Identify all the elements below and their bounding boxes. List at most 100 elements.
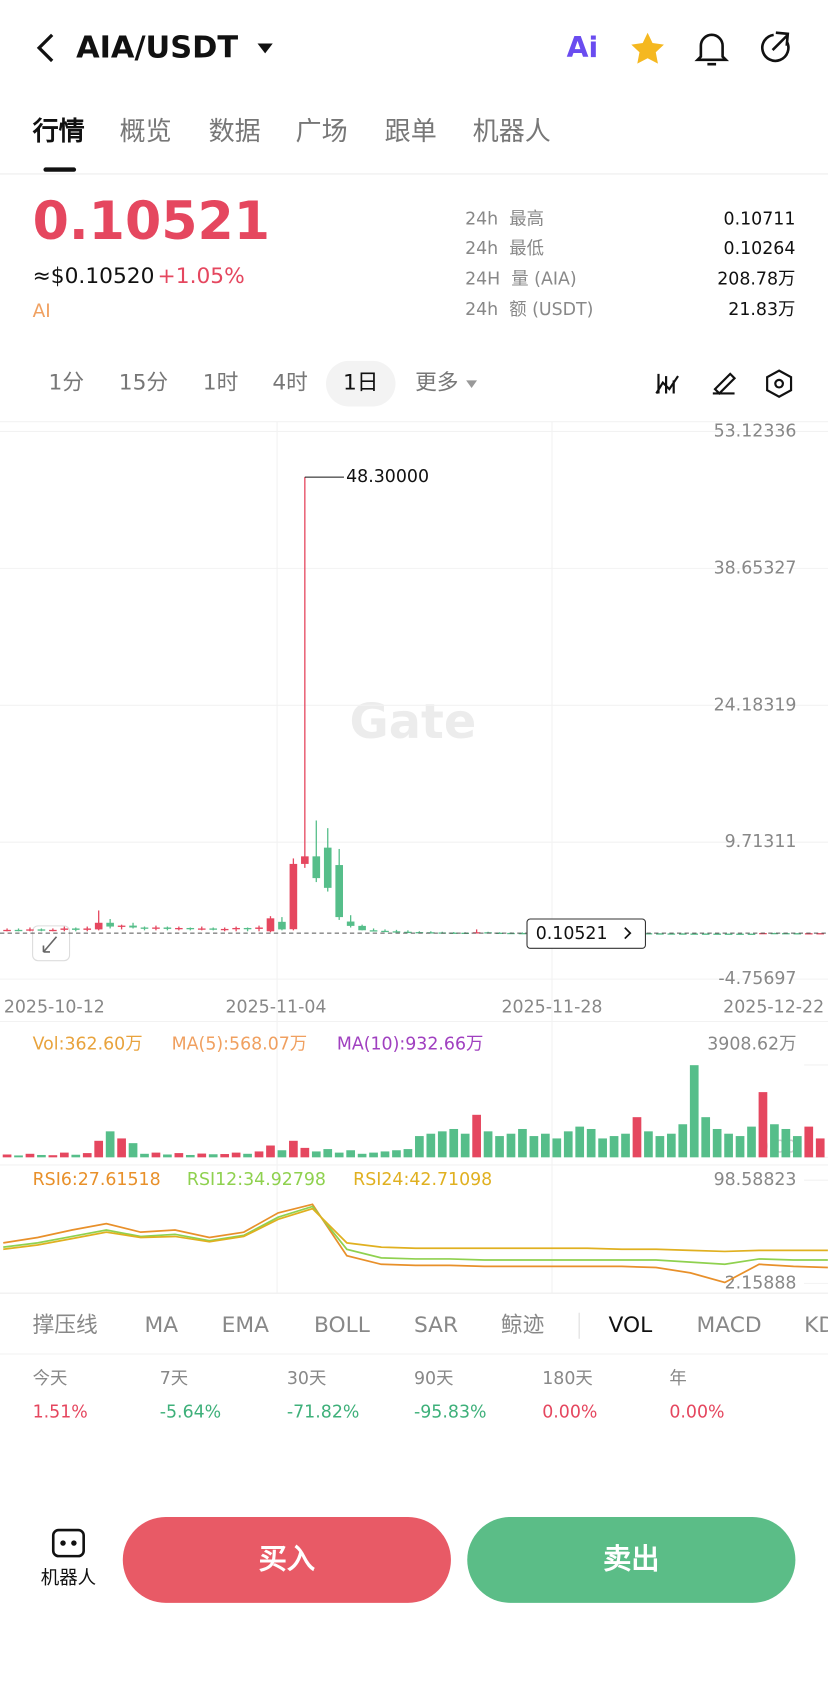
volume-bar — [37, 1154, 46, 1158]
candle-body — [358, 925, 366, 931]
performance-period: 180天 — [542, 1369, 593, 1389]
candle-body — [3, 929, 11, 932]
candle-body — [346, 921, 355, 926]
performance-period: 90天 — [414, 1369, 453, 1389]
volume-bar — [426, 1133, 436, 1158]
candle-body — [656, 933, 664, 935]
volume-bar — [117, 1138, 126, 1158]
favorite-button[interactable] — [631, 32, 664, 64]
candle-body — [381, 930, 389, 933]
performance-change: -5.64% — [160, 1403, 221, 1423]
volume-bar — [541, 1133, 550, 1158]
volume-bar — [609, 1136, 619, 1158]
expand-icon — [42, 936, 58, 953]
rsi-tick-label: 2.15888 — [725, 1273, 797, 1293]
settings-icon-dot — [774, 378, 784, 389]
buy-button[interactable] — [122, 1517, 451, 1603]
tab[interactable]: 广场 — [296, 117, 348, 147]
indicator-tab[interactable]: VOL — [609, 1313, 653, 1338]
tab[interactable]: 行情 — [32, 116, 85, 147]
volume-bar — [781, 1128, 791, 1158]
price-change: +1.05% — [158, 264, 245, 289]
last-price-label[interactable]: 0.10521 — [536, 924, 608, 944]
sell-button[interactable] — [467, 1517, 796, 1603]
stat-label: 24h 最低 — [465, 239, 544, 259]
volume-bar — [712, 1128, 722, 1158]
indicator-tab[interactable]: 撑压线 — [33, 1313, 98, 1338]
candle-body — [816, 933, 825, 935]
candle-body — [678, 933, 687, 935]
timeframe[interactable]: 更多 — [415, 371, 458, 396]
indicator-tab[interactable]: 鲸迹 — [501, 1313, 544, 1338]
volume-bar — [632, 1117, 642, 1158]
tab[interactable]: 跟单 — [385, 117, 437, 147]
usd-price: ≈$0.10520 — [33, 264, 155, 289]
volume-bar — [449, 1128, 459, 1158]
volume-bar — [518, 1128, 527, 1158]
watermark: Gate — [350, 695, 477, 750]
candle-body — [266, 918, 275, 932]
indicator-tab[interactable]: MA — [145, 1313, 179, 1338]
ai-tag: AI — [33, 301, 51, 322]
rsi-legend: RSI6:27.61518 — [33, 1170, 161, 1190]
timeframe[interactable]: 1分 — [49, 371, 85, 396]
draw-icon[interactable] — [712, 372, 737, 395]
high-marker-label: 48.30000 — [346, 467, 429, 487]
back-button[interactable] — [36, 33, 54, 63]
indicator-tab[interactable]: BOLL — [314, 1313, 370, 1338]
volume-bar — [346, 1150, 355, 1158]
candle-body — [644, 933, 653, 935]
indicator-tab[interactable]: KDJ — [804, 1313, 828, 1338]
rsi-tick-label: 98.58823 — [714, 1170, 797, 1190]
volume-legend: Vol:362.60万 — [33, 1034, 143, 1054]
indicator-tab[interactable]: MACD — [697, 1313, 762, 1338]
volume-bar — [185, 1154, 195, 1158]
tab[interactable]: 机器人 — [473, 117, 551, 147]
volume-bar — [243, 1153, 252, 1158]
timeframe[interactable]: 1日 — [343, 371, 379, 396]
candle-body — [83, 928, 92, 930]
candle-body — [369, 930, 378, 932]
y-tick-label: -4.75697 — [718, 969, 796, 989]
timeframe[interactable]: 1时 — [203, 371, 239, 396]
share-button[interactable] — [761, 31, 790, 63]
volume-bar — [82, 1153, 92, 1158]
y-tick-label: 53.12336 — [714, 421, 797, 441]
volume-bar — [151, 1152, 161, 1158]
tab[interactable]: 概览 — [120, 117, 172, 147]
indicator-tab[interactable]: EMA — [222, 1313, 269, 1338]
bot-icon[interactable] — [51, 1528, 85, 1558]
last-price-box[interactable] — [526, 918, 646, 949]
candle-body — [209, 928, 218, 930]
volume-bar — [747, 1126, 756, 1158]
performance-change: 0.00% — [542, 1403, 597, 1423]
indicator-tab[interactable]: SAR — [414, 1313, 458, 1338]
rsi-line — [3, 1203, 828, 1284]
alert-button[interactable] — [694, 33, 730, 66]
volume-bar — [815, 1138, 825, 1158]
candle-body — [736, 933, 744, 935]
pair-dropdown[interactable] — [257, 43, 273, 54]
volume-bar — [105, 1131, 115, 1158]
volume-bar — [357, 1153, 367, 1158]
volume-bar — [552, 1138, 562, 1158]
timeframe[interactable]: 15分 — [119, 371, 168, 396]
volume-bar — [621, 1133, 630, 1158]
last-price: 0.10521 — [33, 192, 270, 252]
tab[interactable]: 数据 — [209, 117, 261, 147]
performance-change: 0.00% — [669, 1403, 724, 1423]
sell-label[interactable]: 卖出 — [603, 1542, 660, 1575]
bot-label[interactable]: 机器人 — [41, 1568, 96, 1589]
ai-button[interactable]: Ai — [567, 31, 599, 64]
stat-value: 0.10264 — [724, 239, 796, 259]
performance-period: 30天 — [287, 1369, 326, 1389]
volume-bar — [25, 1153, 35, 1158]
x-tick-label: 2025-10-12 — [4, 997, 105, 1017]
timeframe[interactable]: 4时 — [272, 371, 308, 396]
indicator-icon[interactable] — [655, 373, 679, 395]
buy-label[interactable]: 买入 — [259, 1542, 316, 1575]
candle-body — [186, 927, 195, 930]
pair-title[interactable]: AIA/USDT — [76, 30, 238, 65]
settings-icon[interactable] — [766, 369, 793, 398]
volume-bar — [334, 1152, 344, 1158]
